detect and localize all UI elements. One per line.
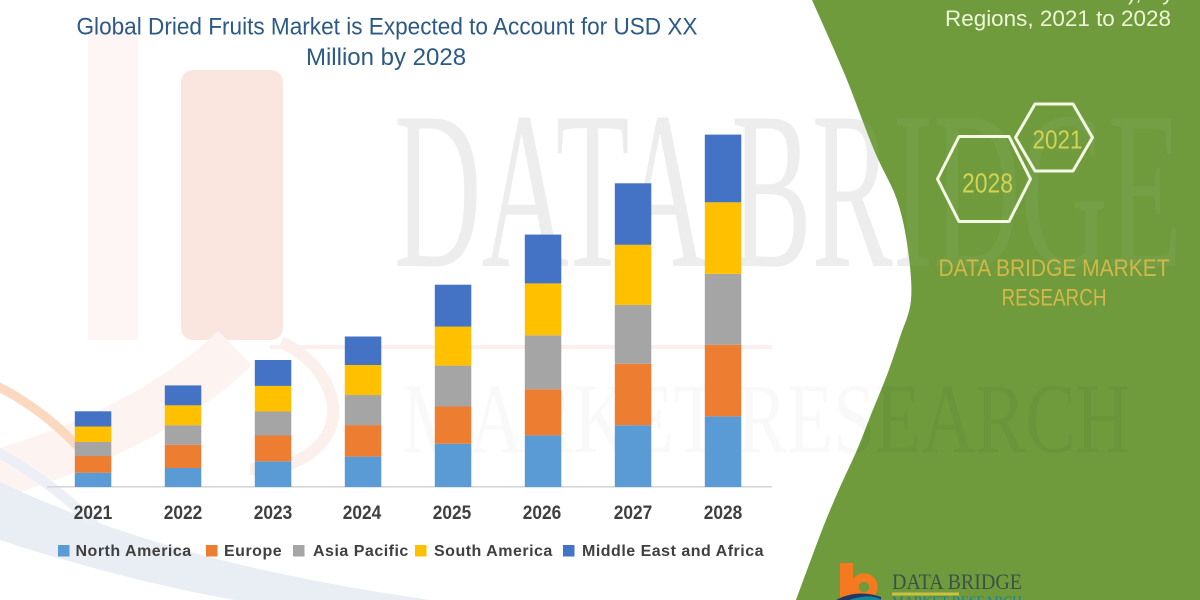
svg-text:Regions, 2021 to 2028: Regions, 2021 to 2028 [945,6,1171,31]
svg-text:2025: 2025 [433,503,472,524]
svg-text:2024: 2024 [343,503,382,524]
svg-text:DATA BRIDGE: DATA BRIDGE [892,569,1022,594]
svg-text:2028: 2028 [962,168,1013,199]
svg-text:2021: 2021 [1033,125,1083,155]
svg-text:2028: 2028 [704,503,743,524]
svg-text:2026: 2026 [523,503,562,524]
svg-text:Million by 2028: Million by 2028 [306,44,466,71]
svg-text:), By: ), By [1128,0,1173,5]
svg-text:DATA BRIDGE MARKET: DATA BRIDGE MARKET [939,255,1170,282]
svg-text:South America: South America [434,543,553,560]
svg-text:Middle East and Africa: Middle East and Africa [582,543,764,560]
svg-text:2021: 2021 [74,503,113,524]
svg-text:2027: 2027 [614,503,653,524]
svg-text:2022: 2022 [164,503,203,524]
svg-text:2023: 2023 [254,503,293,524]
svg-text:MARKET RESEARCH: MARKET RESEARCH [892,593,1022,600]
svg-text:Asia Pacific: Asia Pacific [313,543,409,560]
svg-text:RESEARCH: RESEARCH [1002,285,1107,312]
svg-text:Global Dried Fruits Market is: Global Dried Fruits Market is Expected t… [77,13,698,40]
svg-text:North America: North America [76,543,192,560]
svg-text:Europe: Europe [224,543,282,560]
